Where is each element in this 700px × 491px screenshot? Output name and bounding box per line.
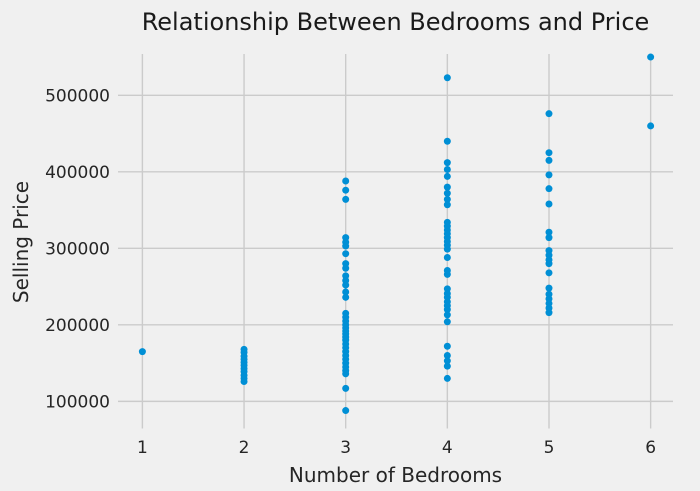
data-point	[443, 270, 451, 278]
data-point	[342, 250, 350, 258]
data-point	[443, 306, 451, 314]
y-axis-label: Selling Price	[9, 180, 33, 304]
x-tick-label: 6	[645, 438, 656, 458]
data-point	[545, 171, 553, 179]
data-point	[545, 234, 553, 242]
y-tick-label: 500000	[45, 86, 110, 106]
data-point	[342, 407, 350, 415]
data-point	[138, 348, 146, 356]
data-point	[443, 254, 451, 262]
data-point	[443, 159, 451, 167]
data-point	[443, 342, 451, 350]
data-point	[342, 177, 350, 185]
x-axis-label: Number of Bedrooms	[288, 463, 503, 487]
data-point	[443, 195, 451, 203]
data-point	[545, 110, 553, 118]
data-point	[443, 351, 451, 359]
data-point	[545, 185, 553, 193]
data-point	[545, 269, 553, 277]
data-point	[443, 362, 451, 370]
y-tick-label: 100000	[45, 392, 110, 412]
data-point	[545, 156, 553, 164]
data-point	[545, 260, 553, 268]
data-point	[443, 318, 451, 326]
data-point	[342, 288, 350, 296]
data-point	[443, 166, 451, 174]
data-point	[545, 200, 553, 208]
data-point	[342, 293, 350, 301]
data-point	[443, 201, 451, 209]
data-point	[240, 377, 248, 385]
data-point	[647, 122, 655, 130]
data-point	[342, 195, 350, 203]
data-point	[443, 74, 451, 82]
x-tick-label: 1	[137, 438, 148, 458]
data-point	[443, 374, 451, 382]
data-point	[342, 264, 350, 272]
data-point	[545, 309, 553, 317]
data-point	[342, 384, 350, 392]
data-point	[443, 357, 451, 365]
data-point	[342, 242, 350, 250]
data-point	[647, 53, 655, 61]
y-tick-label: 300000	[45, 239, 110, 259]
data-point	[443, 189, 451, 197]
data-point	[545, 228, 553, 236]
data-point	[545, 284, 553, 292]
chart-title: Relationship Between Bedrooms and Price	[141, 8, 650, 36]
data-point	[443, 311, 451, 319]
data-point	[443, 172, 451, 180]
x-tick-label: 2	[239, 438, 250, 458]
y-tick-label: 400000	[45, 163, 110, 183]
data-point	[342, 370, 350, 378]
y-tick-label: 200000	[45, 316, 110, 336]
data-point	[545, 149, 553, 157]
x-tick-label: 4	[442, 438, 453, 458]
data-point	[443, 137, 451, 145]
data-point	[443, 183, 451, 191]
x-tick-label: 3	[340, 438, 351, 458]
data-point	[342, 281, 350, 289]
data-point	[342, 186, 350, 194]
x-tick-label: 5	[544, 438, 555, 458]
data-point	[443, 245, 451, 253]
